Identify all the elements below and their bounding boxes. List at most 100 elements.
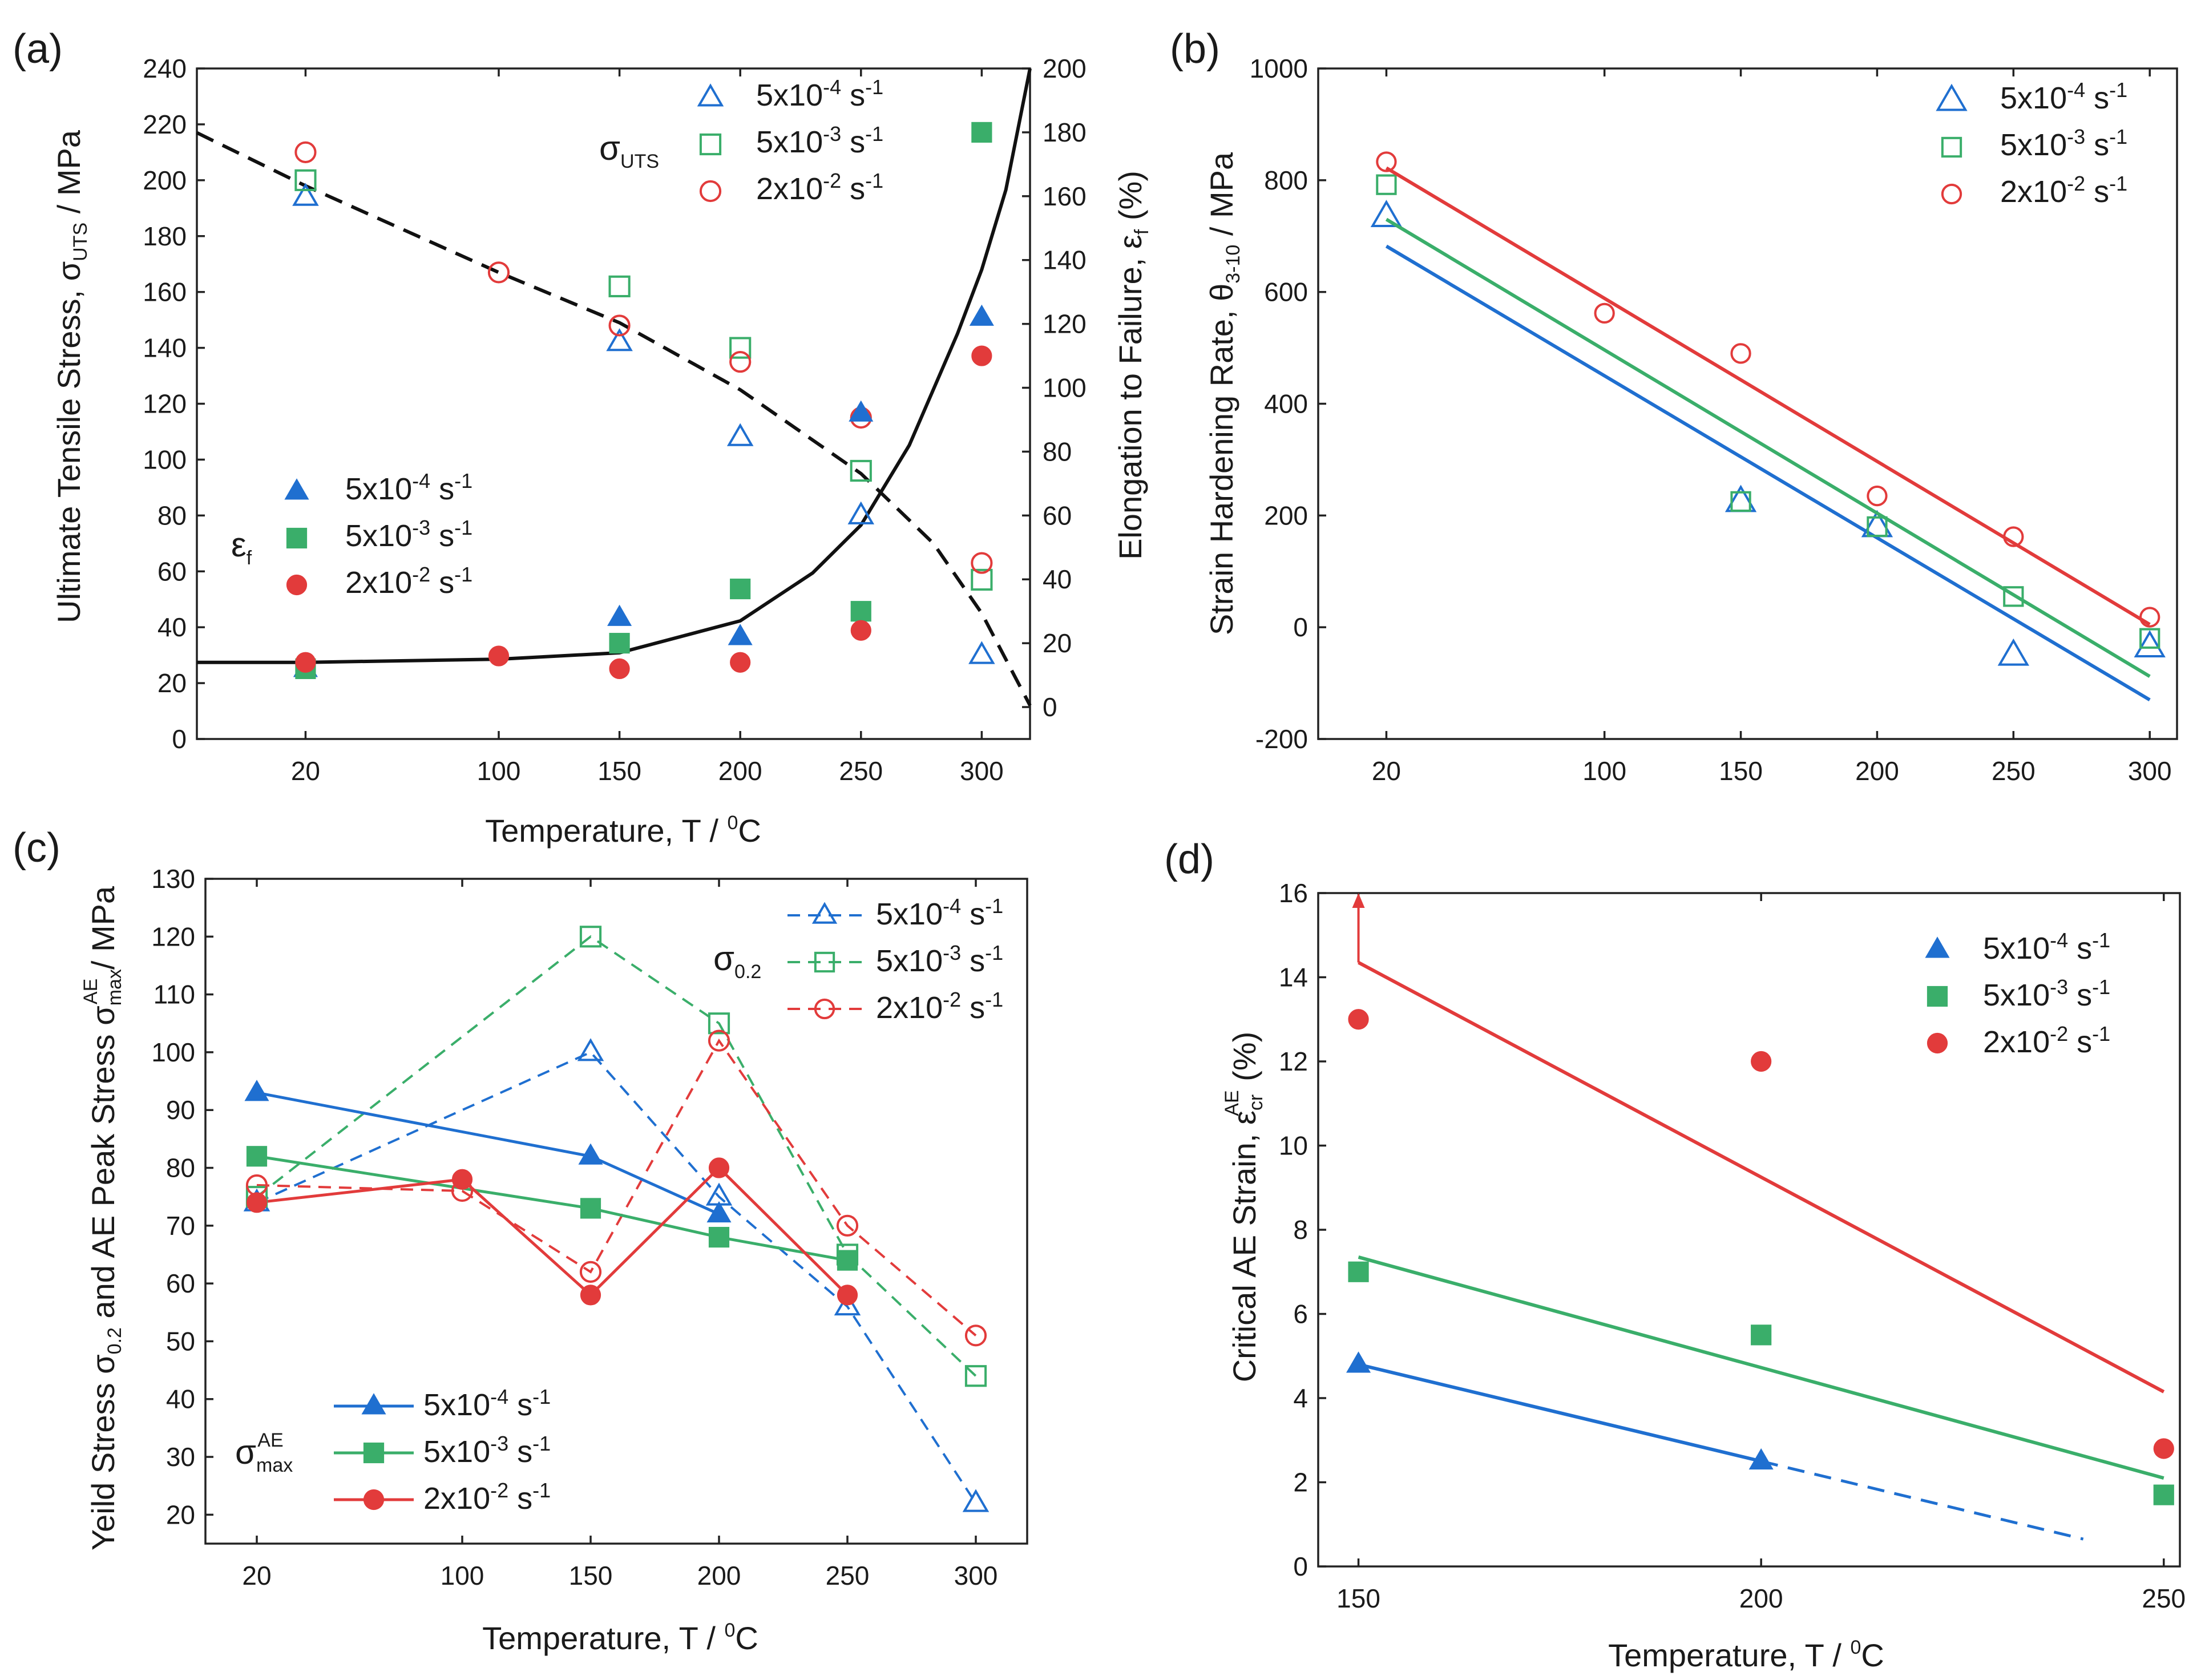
panel-a-left-y-tick-label: 180 xyxy=(143,221,187,251)
panel-b-marks: 20 100 150 200 250 300 -200 0 200 400 600 800 1000 5x… xyxy=(1250,54,2172,786)
uts-point-2x10-s xyxy=(971,552,993,574)
uts-point-5x10-s xyxy=(606,328,633,352)
point-5x10-s xyxy=(1867,516,1888,538)
point-2x10-s xyxy=(2153,1438,2174,1459)
ef-trend-solid-curve xyxy=(197,68,1032,664)
sigmamax-point-5x10-s xyxy=(246,1146,268,1167)
point-5x10-s xyxy=(1751,1324,1772,1346)
ef-point-5x10-s xyxy=(969,304,994,326)
panel-a-ef-legend-label: 5x10-4 s-1 xyxy=(345,469,472,506)
uts-point-5x10-s xyxy=(729,337,752,359)
panel-c-y-tick-label: 130 xyxy=(151,864,195,894)
panel-a-legend-uts-symbol: σUTS xyxy=(599,129,659,172)
uts-point-5x10-s xyxy=(850,459,872,482)
panel-c-legend-sigmamax-symbol: σmaxAE xyxy=(235,1429,293,1476)
panel-b-legend-marker xyxy=(1941,136,1962,158)
panel-b: (b) 20 100 150 200 250 300 -200 0 200 400 600 800 10… xyxy=(1170,26,2178,786)
panel-b-y-tick-label: 600 xyxy=(1264,277,1308,307)
panel-c-sigma02-legend-label: 5x10-3 s-1 xyxy=(876,941,1003,978)
panel-a-right-y-tick-label: 20 xyxy=(1043,628,1072,658)
panel-d-y-axis-label: Critical AE Strain, εcrAE (%) xyxy=(1221,1032,1267,1383)
panel-d-legend-marker xyxy=(1927,1032,1948,1054)
panel-a-right-y-tick-label: 0 xyxy=(1043,692,1057,722)
panel-a: (a) 20 100 150 200 250 3000204060801001201401… xyxy=(13,26,1153,849)
point-5x10-s xyxy=(2003,586,2024,607)
panel-c: (c) 20 100 150 200 250 300 20 30 40 50 60 70 80 90 100… xyxy=(13,825,1028,1656)
point-5x10-s xyxy=(1370,200,1403,227)
ef-point-2x10-s xyxy=(609,658,630,680)
panel-c-sigmamax-legend-marker xyxy=(361,1393,386,1415)
point-5x10-s xyxy=(2134,630,2166,657)
panel-a-left-y-axis-label: Ultimate Tensile Stress, σUTS / MPa xyxy=(51,130,91,623)
panel-a-right-y-tick-label: 100 xyxy=(1043,373,1087,403)
panel-a-uts-legend-marker xyxy=(699,180,722,203)
panel-a-x-tick-label: 300 xyxy=(960,756,1004,786)
ef-point-5x10-s xyxy=(607,604,632,626)
panel-c-x-tick-label: 300 xyxy=(954,1561,998,1590)
panel-c-y-tick-label: 30 xyxy=(166,1442,195,1472)
fit-line-5x10-s xyxy=(1385,244,2151,702)
sigma02-point-2x10-s xyxy=(836,1214,859,1237)
panel-c-sigma02-legend-label: 5x10-4 s-1 xyxy=(876,894,1003,931)
point-5x10-s xyxy=(1376,174,1397,195)
point-5x10-s xyxy=(1348,1261,1369,1282)
fit-line-5x10-s xyxy=(1358,1363,1762,1463)
fit-line-5x10-s xyxy=(1385,217,2151,678)
panel-d-y-tick-label: 14 xyxy=(1279,963,1308,992)
sigmamax-line-5x10-s xyxy=(256,1154,848,1262)
panel-b-x-tick-label: 150 xyxy=(1719,756,1763,786)
panel-c-x-tick-label: 100 xyxy=(441,1561,484,1590)
ef-point-5x10-s xyxy=(971,122,992,143)
panel-b-legend-label: 5x10-3 s-1 xyxy=(2000,125,2127,162)
sigma02-point-2x10-s xyxy=(708,1029,730,1052)
ef-point-5x10-s xyxy=(728,624,753,645)
panel-a-right-y-tick-label: 40 xyxy=(1043,564,1072,594)
panel-d-legend-label: 5x10-4 s-1 xyxy=(1983,928,2110,966)
panel-c-y-tick-label: 80 xyxy=(166,1153,195,1183)
panel-c-x-tick-label: 150 xyxy=(569,1561,613,1590)
ef-point-2x10-s xyxy=(730,652,751,673)
panel-b-y-tick-label: 0 xyxy=(1293,612,1308,642)
panel-b-legend-label: 5x10-4 s-1 xyxy=(2000,78,2127,115)
panel-c-sigmamax-legend-label: 2x10-2 s-1 xyxy=(423,1479,551,1516)
point-5x10-s xyxy=(1346,1351,1371,1373)
sigmamax-point-2x10-s xyxy=(246,1192,268,1213)
panel-b-x-tick-label: 100 xyxy=(1582,756,1626,786)
panel-a-ef-legend-marker xyxy=(284,478,309,500)
panel-b-x-tick-label: 300 xyxy=(2128,756,2172,786)
point-5x10-s xyxy=(1730,491,1751,512)
panel-b-label: (b) xyxy=(1170,26,1220,72)
panel-d-legend-label: 5x10-3 s-1 xyxy=(1983,975,2110,1012)
panel-c-marks: 20 100 150 200 250 300 20 30 40 50 60 70 80 90 100 110 1… xyxy=(151,864,1003,1590)
panel-a-x-tick-label: 20 xyxy=(291,756,320,786)
panel-d: (d) 150 200 250 0 2 4 6 8 10 12 14 16 5x10-4 s-1 5x10… xyxy=(1164,837,2186,1673)
sigmamax-point-5x10-s xyxy=(706,1201,732,1223)
panel-b-x-tick-label: 20 xyxy=(1372,756,1401,786)
ef-point-5x10-s xyxy=(730,578,751,600)
panel-d-y-tick-label: 6 xyxy=(1293,1299,1308,1329)
sigma02-point-2x10-s xyxy=(964,1324,987,1347)
sigmamax-point-5x10-s xyxy=(708,1226,730,1248)
ef-point-5x10-s xyxy=(609,633,630,654)
panel-d-y-tick-label: 16 xyxy=(1279,878,1308,908)
panel-c-sigma02-legend-marker xyxy=(811,902,838,924)
sigma02-point-5x10-s xyxy=(708,1012,730,1035)
panel-b-y-tick-label: 200 xyxy=(1264,500,1308,530)
panel-a-uts-legend-label: 5x10-4 s-1 xyxy=(756,75,883,112)
panel-a-left-y-tick-label: 160 xyxy=(143,277,187,307)
sigmamax-point-2x10-s xyxy=(580,1285,601,1306)
point-2x10-s xyxy=(1730,343,1751,364)
panel-a-left-y-tick-label: 140 xyxy=(143,333,187,363)
sigma02-point-5x10-s xyxy=(577,1038,604,1061)
panel-b-legend-marker xyxy=(1936,83,1968,111)
point-2x10-s xyxy=(1348,1009,1369,1030)
panel-a-left-y-tick-label: 100 xyxy=(143,445,187,474)
uts-point-5x10-s xyxy=(294,169,317,191)
panel-a-left-y-tick-label: 120 xyxy=(143,389,187,419)
point-5x10-s xyxy=(1748,1448,1774,1470)
uts-trend-dashed-curve xyxy=(196,131,1032,706)
panel-d-y-tick-label: 8 xyxy=(1293,1215,1308,1245)
ef-point-2x10-s xyxy=(971,345,992,366)
panel-c-sigmamax-legend-label: 5x10-4 s-1 xyxy=(423,1385,551,1422)
panel-a-left-y-tick-label: 220 xyxy=(143,110,187,139)
